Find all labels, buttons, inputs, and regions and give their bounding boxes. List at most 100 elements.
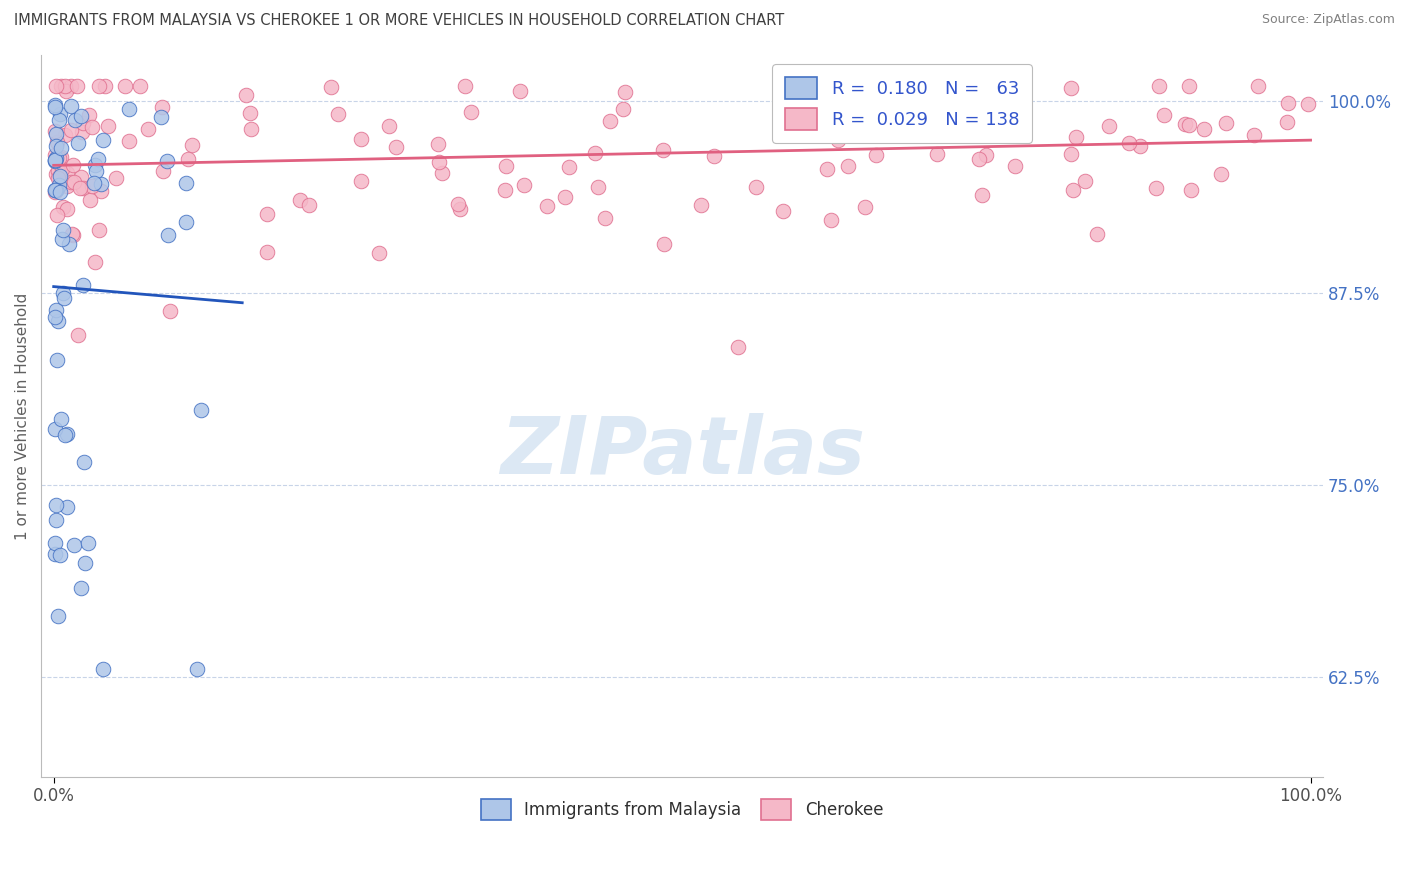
Point [385,140,408,154]
Point [174,215,197,229]
Point [90,184,112,198]
Point [239,106,262,120]
Point [44,139,66,153]
Point [837,159,859,173]
Point [45,513,67,527]
Point [45,208,67,222]
Point [1277,96,1299,111]
Text: ZIPatlas: ZIPatlas [499,413,865,491]
Point [1004,159,1026,173]
Point [56,427,79,442]
Point [1173,117,1195,131]
Point [321,79,343,94]
Point [60,99,83,113]
Point [46,163,69,178]
Point [1064,130,1087,145]
Point [1178,78,1201,93]
Point [84,254,107,268]
Point [45,151,67,165]
Point [1085,227,1108,241]
Point [558,160,581,174]
Point [114,78,136,93]
Point [447,196,470,211]
Point [45,78,67,93]
Point [44,183,66,197]
Point [87,152,110,166]
Point [460,105,482,120]
Point [367,245,389,260]
Point [44,547,66,561]
Point [1180,183,1202,197]
Point [727,340,749,354]
Point [378,119,401,133]
Point [118,102,141,116]
Point [583,145,606,160]
Point [186,663,208,677]
Point [150,99,173,113]
Point [63,113,86,128]
Point [328,107,350,121]
Point [427,154,450,169]
Point [149,111,172,125]
Point [599,114,621,128]
Point [51,412,73,426]
Point [972,187,994,202]
Point [1149,78,1171,93]
Point [45,303,67,318]
Point [75,556,97,570]
Point [235,88,257,103]
Point [90,177,112,191]
Point [288,193,311,207]
Point [925,146,948,161]
Point [45,183,67,197]
Point [62,227,84,242]
Point [554,190,576,204]
Point [82,179,104,194]
Point [44,153,66,168]
Point [49,150,72,164]
Point [49,169,72,183]
Point [827,133,849,147]
Point [63,538,86,552]
Point [44,153,66,167]
Point [94,78,117,93]
Point [66,328,89,343]
Point [1296,97,1319,112]
Point [974,147,997,161]
Point [772,204,794,219]
Point [156,227,179,242]
Point [239,121,262,136]
Point [855,100,877,114]
Point [52,286,75,301]
Point [820,213,842,227]
Point [79,193,101,207]
Point [1074,174,1097,188]
Point [44,153,66,167]
Point [256,207,278,221]
Point [51,141,73,155]
Point [1211,167,1233,181]
Point [159,303,181,318]
Point [91,132,114,146]
Point [959,78,981,93]
Point [72,180,94,194]
Point [62,158,84,172]
Point [66,136,89,150]
Point [46,171,69,186]
Point [45,498,67,512]
Point [59,78,82,93]
Point [612,103,634,117]
Point [104,171,127,186]
Point [593,211,616,226]
Point [58,237,80,252]
Point [689,198,711,212]
Point [969,127,991,141]
Point [80,120,103,135]
Point [69,180,91,194]
Point [55,500,77,514]
Point [46,181,69,195]
Point [152,164,174,178]
Text: Source: ZipAtlas.com: Source: ZipAtlas.com [1261,13,1395,27]
Point [48,178,70,192]
Point [51,232,73,246]
